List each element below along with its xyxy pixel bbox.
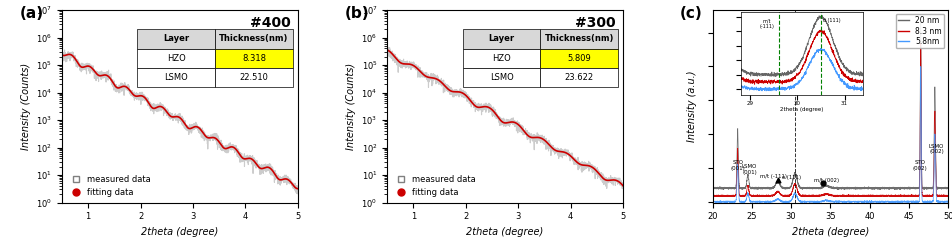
Text: (b): (b)	[345, 6, 369, 21]
Legend: 20 nm, 8.3 nm, 5.8nm: 20 nm, 8.3 nm, 5.8nm	[895, 14, 943, 48]
X-axis label: 2theta (degree): 2theta (degree)	[791, 227, 868, 237]
Text: LSMO
(001): LSMO (001)	[741, 164, 756, 174]
Y-axis label: Intensity (a.u.): Intensity (a.u.)	[686, 70, 697, 142]
Legend: measured data, fitting data: measured data, fitting data	[391, 173, 477, 198]
Y-axis label: Intensity (Counts): Intensity (Counts)	[21, 63, 30, 150]
Text: m/t (002): m/t (002)	[813, 178, 838, 183]
Legend: measured data, fitting data: measured data, fitting data	[66, 173, 152, 198]
Text: STO
(001): STO (001)	[729, 160, 744, 171]
Text: o (111): o (111)	[781, 175, 800, 180]
Text: LSMO
(002): LSMO (002)	[928, 144, 943, 154]
Text: (c): (c)	[679, 6, 702, 21]
Text: m/t (-111): m/t (-111)	[760, 174, 786, 179]
Text: (a): (a)	[19, 6, 44, 21]
Text: #400: #400	[249, 16, 290, 30]
X-axis label: 2theta (degree): 2theta (degree)	[466, 227, 544, 237]
Y-axis label: Intensity (Counts): Intensity (Counts)	[346, 63, 355, 150]
X-axis label: 2theta (degree): 2theta (degree)	[141, 227, 218, 237]
Text: STO
(002): STO (002)	[912, 160, 926, 171]
Text: #300: #300	[575, 16, 615, 30]
